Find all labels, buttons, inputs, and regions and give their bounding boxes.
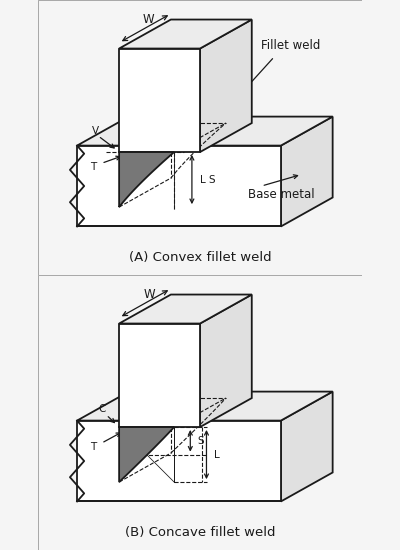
Polygon shape bbox=[119, 48, 200, 152]
Text: Fillet weld: Fillet weld bbox=[261, 39, 320, 52]
Polygon shape bbox=[119, 152, 174, 207]
Text: S: S bbox=[198, 436, 204, 446]
Text: C: C bbox=[99, 404, 106, 414]
Text: L: L bbox=[214, 449, 219, 460]
Polygon shape bbox=[77, 146, 281, 227]
Text: T: T bbox=[90, 442, 96, 452]
Polygon shape bbox=[77, 392, 333, 421]
Polygon shape bbox=[77, 117, 333, 146]
Text: L S: L S bbox=[139, 124, 154, 134]
Polygon shape bbox=[200, 295, 252, 427]
Polygon shape bbox=[281, 117, 333, 227]
Text: S: S bbox=[138, 431, 145, 441]
Text: Base metal: Base metal bbox=[248, 188, 314, 201]
Polygon shape bbox=[119, 427, 174, 482]
Text: T: T bbox=[90, 162, 96, 172]
Polygon shape bbox=[281, 392, 333, 502]
Text: L: L bbox=[144, 397, 150, 406]
Text: (B) Concave fillet weld: (B) Concave fillet weld bbox=[125, 526, 275, 538]
Text: (A) Convex fillet weld: (A) Convex fillet weld bbox=[129, 251, 271, 263]
Text: W: W bbox=[144, 288, 156, 301]
Text: W: W bbox=[142, 13, 154, 26]
Text: V: V bbox=[92, 126, 99, 136]
Polygon shape bbox=[119, 295, 252, 323]
Polygon shape bbox=[77, 421, 281, 502]
Text: L S: L S bbox=[200, 174, 216, 185]
Polygon shape bbox=[119, 323, 200, 427]
Polygon shape bbox=[200, 20, 252, 152]
Polygon shape bbox=[119, 20, 252, 48]
